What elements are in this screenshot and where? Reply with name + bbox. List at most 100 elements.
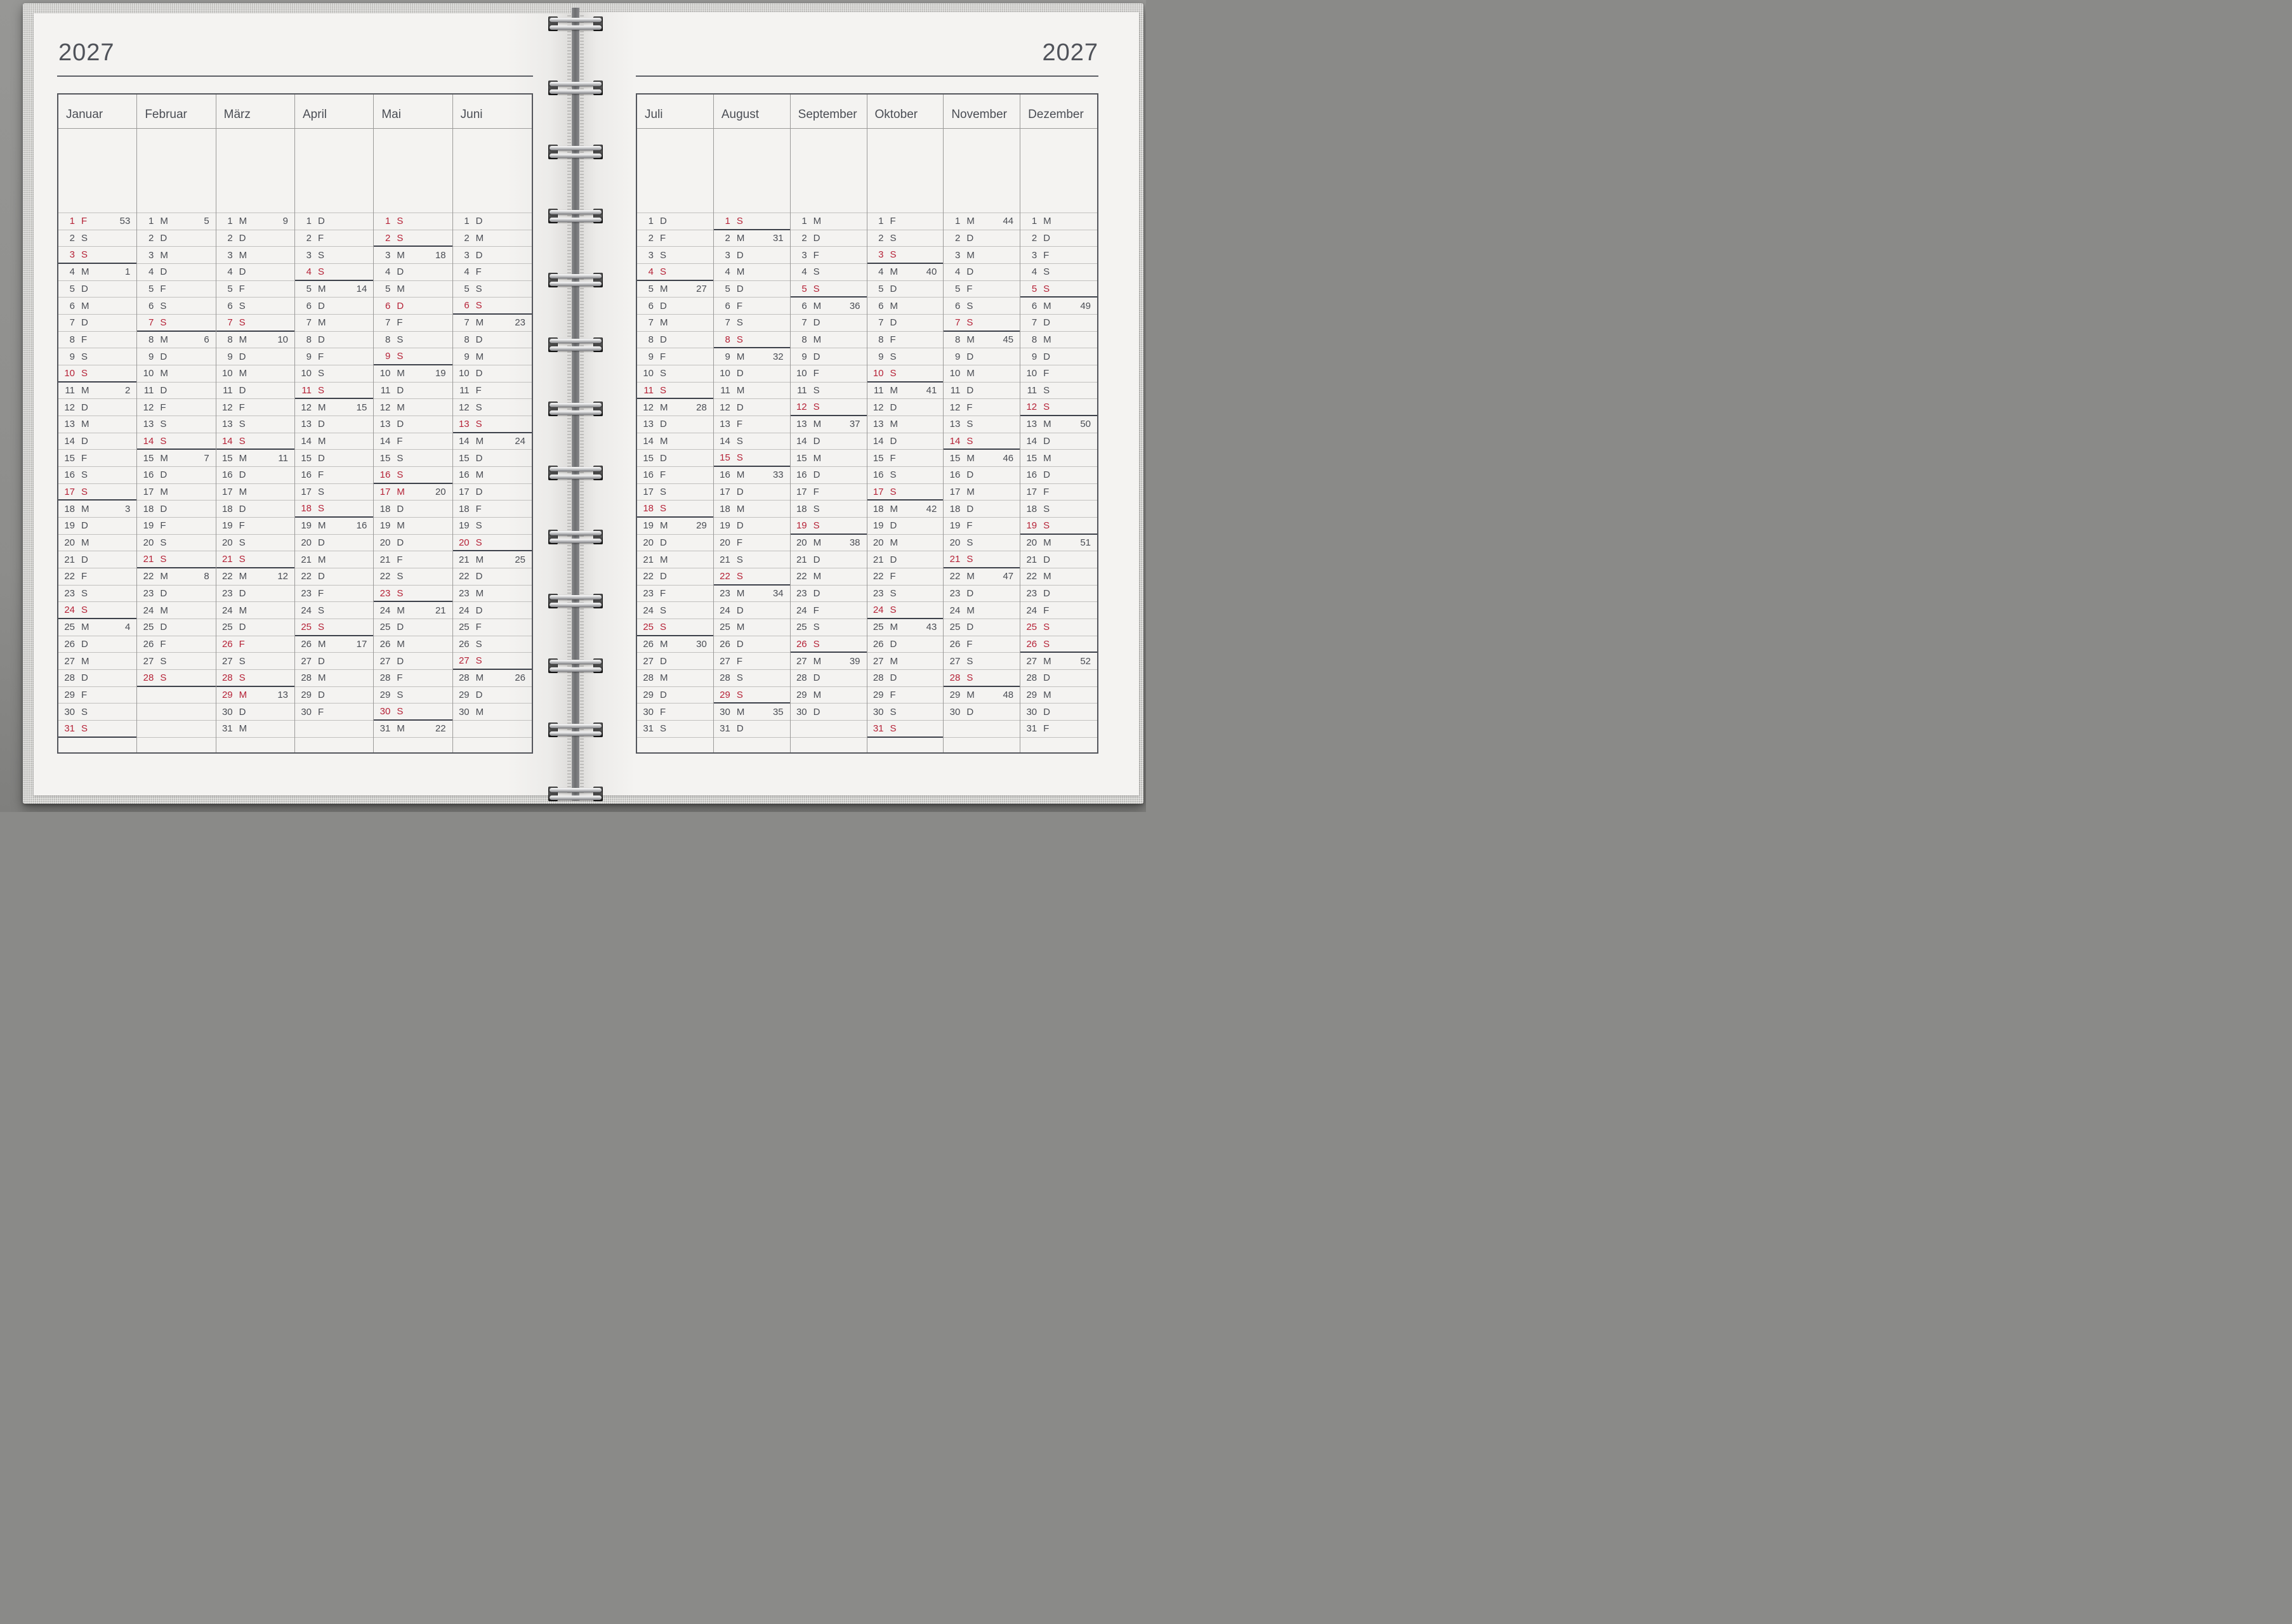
weekday-letter: S: [736, 570, 743, 582]
weekday-letter: S: [397, 334, 404, 346]
day-row: 19 D: [58, 518, 137, 535]
weekday-letter: F: [81, 216, 88, 227]
day-number: 9: [148, 351, 154, 362]
month-notes-space: [216, 129, 294, 213]
day-number: 25: [949, 622, 961, 633]
day-row: 11 S: [637, 383, 713, 400]
day-row: 29 S: [713, 687, 790, 704]
weekday-letter: D: [660, 300, 667, 311]
week-number: 28: [696, 402, 707, 413]
weekday-letter: D: [890, 672, 897, 684]
day-row: 19 M: [374, 518, 452, 535]
day-row: 14 M 24: [452, 433, 532, 450]
weekday-letter: D: [81, 639, 88, 650]
day-number: 17: [458, 487, 470, 498]
month-column-juni: Juni 1 D 2 M 3 D 4 F 5 S 6 S 7 M 23 8 D 9 M 10 D 11 F 12 S 13 S 14 M 2…: [452, 95, 532, 752]
weekday-letter: F: [239, 284, 245, 295]
weekday-letter: M: [890, 537, 899, 549]
weekday-letter: F: [397, 436, 403, 447]
weekday-letter: M: [966, 216, 975, 227]
day-number: 25: [1026, 622, 1037, 633]
weekday-letter: M: [475, 351, 484, 362]
day-number: 6: [227, 300, 233, 311]
day-row: 23 D: [137, 586, 216, 603]
day-row: [137, 687, 216, 704]
week-number: 11: [278, 452, 288, 464]
weekday-letter: D: [966, 706, 974, 717]
day-row: 16 D: [137, 467, 216, 484]
weekday-letter: F: [660, 706, 666, 717]
day-row: 22 M: [1020, 568, 1097, 586]
day-number: 18: [221, 503, 233, 514]
day-number: 19: [301, 520, 312, 532]
day-number: 6: [148, 300, 154, 311]
weekday-letter: M: [475, 672, 484, 684]
ring-wire-top: [550, 787, 602, 792]
day-number: 16: [301, 469, 312, 481]
day-number: 3: [148, 249, 154, 261]
day-row: 14 F: [374, 433, 452, 450]
weekday-letter: M: [1043, 216, 1051, 227]
day-number: 21: [873, 554, 884, 565]
week-number: 13: [277, 690, 288, 701]
day-number: 5: [385, 284, 391, 295]
day-number: 29: [720, 689, 730, 700]
weekday-letter: M: [890, 385, 899, 396]
weekday-letter: S: [318, 605, 325, 616]
day-row: 14 S: [713, 433, 790, 450]
weekday-letter: D: [660, 655, 667, 667]
day-row: 11 D: [944, 383, 1020, 400]
ring-wire-bottom: [550, 282, 602, 287]
day-number: 21: [379, 554, 391, 565]
day-row: 19 S: [1020, 518, 1097, 535]
day-row: 25 F: [452, 619, 532, 636]
day-row: 17 D: [713, 484, 790, 501]
day-row: 17 S: [295, 484, 374, 501]
day-number: 29: [458, 690, 470, 701]
day-row: 30 F: [637, 704, 713, 721]
day-number: 12: [796, 402, 807, 413]
day-number: 5: [69, 284, 75, 295]
day-row: 23 D: [1020, 586, 1097, 603]
weekday-letter: M: [160, 334, 168, 346]
day-number: 19: [458, 520, 470, 532]
day-row: 28 F: [374, 670, 452, 687]
weekday-letter: F: [81, 571, 88, 582]
day-number: 11: [873, 385, 884, 396]
weekday-letter: M: [81, 655, 89, 667]
month-notes-space: [637, 129, 713, 213]
day-row: 13 F: [713, 416, 790, 433]
weekday-letter: F: [318, 706, 324, 717]
day-row: 23 S: [58, 586, 137, 603]
day-row: 24 M 21: [374, 602, 452, 620]
weekday-letter: M: [239, 605, 247, 616]
day-row: 30 D: [790, 704, 867, 721]
weekday-letter: D: [239, 622, 246, 633]
weekday-letter: S: [890, 351, 897, 362]
day-number: 11: [643, 384, 654, 396]
weekday-letter: S: [397, 469, 404, 480]
day-row: 18 D: [137, 501, 216, 518]
weekday-letter: F: [660, 469, 666, 481]
calendar-grid-right: Juli 1 D 2 F 3 S 4 S 5 M 27 6 D 7 M 8 D 9 F 10 S 11 S 12 M 28 13 D 14…: [636, 93, 1098, 754]
weekday-letter: D: [1043, 317, 1050, 329]
day-number: 22: [643, 571, 654, 582]
day-row: 30 S: [867, 704, 944, 721]
weekday-letter: M: [966, 487, 975, 498]
day-row: 26 S: [790, 636, 867, 653]
week-number: 4: [124, 622, 131, 633]
day-row: 26 S: [1020, 636, 1097, 653]
day-number: 27: [873, 655, 884, 667]
weekday-letter: S: [318, 249, 325, 261]
month-name: März: [216, 95, 294, 129]
weekday-letter: M: [813, 655, 822, 667]
day-number: 10: [379, 368, 391, 379]
ring-wire-bottom: [550, 795, 602, 800]
day-number: 9: [69, 351, 75, 362]
ring-wire-bottom: [550, 539, 602, 544]
day-row: 12 D: [867, 399, 944, 417]
day-row: 20 F: [713, 535, 790, 552]
